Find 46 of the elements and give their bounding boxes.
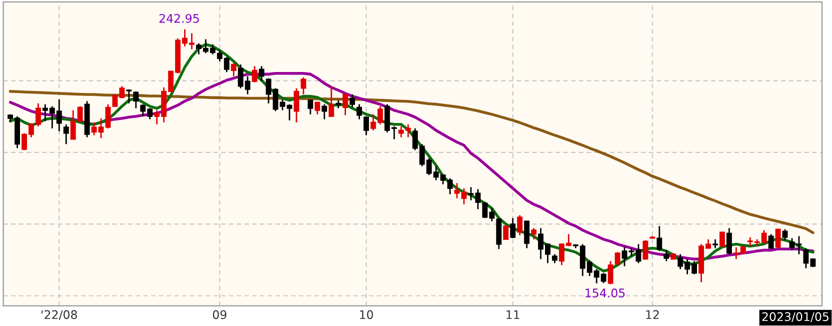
candlestick xyxy=(524,220,530,249)
candlestick xyxy=(531,227,536,240)
candlestick xyxy=(364,116,369,136)
candlestick xyxy=(768,233,774,249)
candlestick xyxy=(510,217,516,239)
candlestick xyxy=(126,88,132,104)
candlestick xyxy=(719,232,725,247)
text: 2023/01/05 xyxy=(762,312,828,322)
candlestick xyxy=(342,94,348,116)
candlestick xyxy=(517,214,523,236)
candlestick xyxy=(796,235,802,255)
x-tick-label: 09 xyxy=(212,310,226,320)
x-tick-label: 11 xyxy=(506,310,520,319)
candlestick xyxy=(775,228,781,249)
candlestick xyxy=(133,90,139,109)
x-tick-label: 10 xyxy=(360,310,373,320)
candlestick xyxy=(350,94,356,108)
candlestick xyxy=(726,227,732,255)
candlestick xyxy=(308,98,314,116)
candlestick xyxy=(286,104,292,122)
x-tick-label: 12 xyxy=(646,310,659,319)
candlestick xyxy=(356,104,362,120)
candlestick xyxy=(664,249,670,262)
candlestick xyxy=(656,225,662,252)
candlestick xyxy=(112,94,118,107)
x-tick-label: '22/08 xyxy=(42,310,77,320)
candlestick xyxy=(782,228,788,241)
candlestick xyxy=(454,182,460,199)
candlestick xyxy=(119,86,125,99)
candlestick xyxy=(789,237,795,251)
candlestick xyxy=(63,124,69,145)
candlestick xyxy=(642,239,648,260)
annotation: 242.95 xyxy=(159,14,199,23)
candlestick xyxy=(230,62,236,77)
candlestick xyxy=(300,76,306,95)
annotation: 154.05 xyxy=(586,288,625,298)
candlestick xyxy=(461,188,467,206)
candlestick xyxy=(258,65,264,82)
candlestick xyxy=(322,104,328,120)
candlestick xyxy=(280,98,286,111)
candlestick xyxy=(328,86,334,118)
candlestick xyxy=(503,226,509,240)
candlestick xyxy=(294,88,300,124)
candlestick xyxy=(622,246,628,267)
candlestick xyxy=(252,65,258,83)
candlestick xyxy=(314,102,320,116)
